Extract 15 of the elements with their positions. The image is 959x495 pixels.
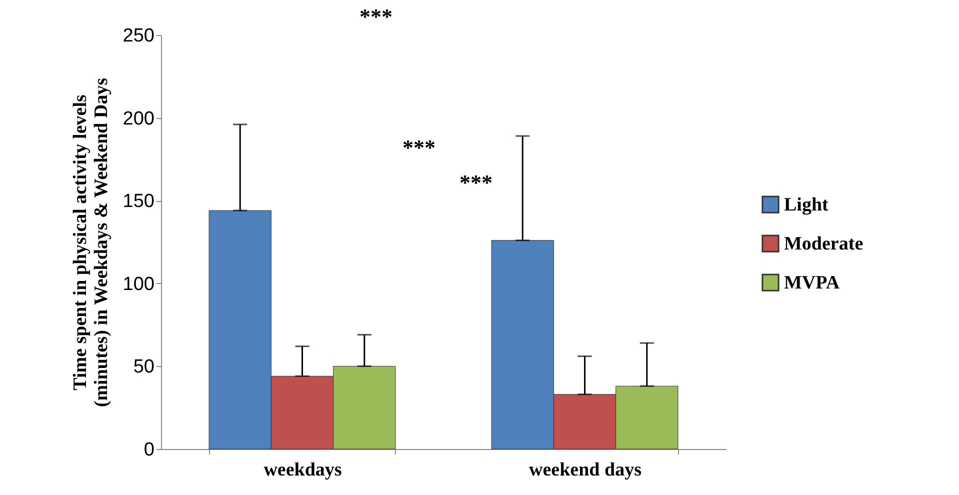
text: ***: [360, 4, 392, 29]
x-tick-label: weekdays: [264, 460, 342, 480]
legend-label: Moderate: [784, 234, 864, 254]
y-tick-label: 200: [122, 108, 154, 130]
annotation: ***: [402, 135, 436, 160]
x-tick-label: weekend days: [529, 460, 642, 480]
y-tick-label: 100: [122, 274, 154, 295]
y-axis-title: Time spent in physical activity levels (minutes) in Weekdays & Weekend Days: [70, 78, 112, 408]
legend-label: Light: [784, 194, 830, 216]
y-tick-label: 0: [144, 440, 154, 460]
y-tick-label: 50: [133, 356, 154, 378]
y-tick-label: 250: [122, 26, 154, 46]
y-tick-label: 150: [122, 191, 154, 212]
legend-label: MVPA: [784, 272, 840, 294]
annotation: ***: [460, 170, 492, 195]
